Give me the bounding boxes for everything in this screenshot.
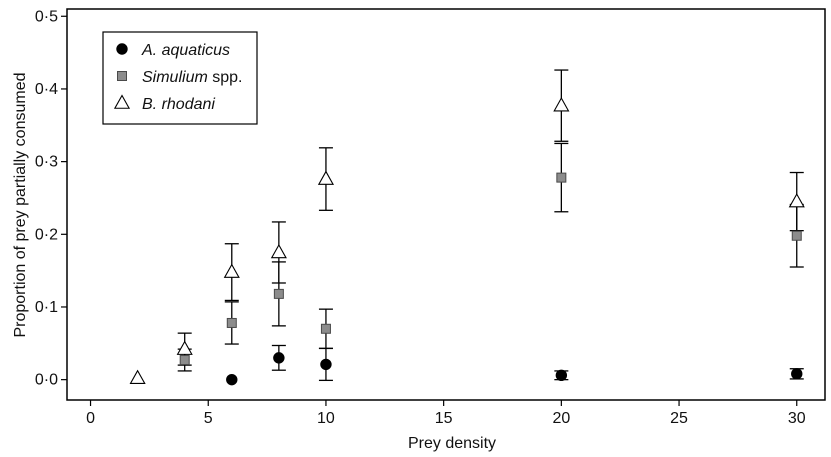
data-markers	[129, 97, 805, 386]
legend-marker-square	[117, 71, 127, 81]
point-square	[226, 317, 237, 328]
legend-label: Simulium spp.	[142, 69, 242, 86]
point-triangle	[270, 243, 287, 259]
legend-marker-circle	[116, 43, 128, 55]
legend-label: A. aquaticus	[141, 42, 230, 59]
point-square	[273, 288, 284, 299]
point-square	[320, 323, 331, 334]
x-axis-title: Prey density	[408, 435, 496, 452]
x-tick-label: 20	[552, 410, 570, 427]
point-circle	[226, 373, 238, 386]
y-axis-ticks: 0·0 0·1 0·2 0·3 0·4 0·5	[35, 8, 67, 389]
y-tick-label: 0·2	[35, 226, 58, 243]
x-tick-label: 10	[317, 410, 335, 427]
error-bars	[177, 69, 804, 382]
x-tick-label: 5	[204, 410, 213, 427]
legend: A. aquaticus Simulium spp. B. rhodani	[102, 31, 258, 125]
point-triangle	[176, 340, 193, 355]
y-tick-label: 0·0	[35, 372, 58, 389]
y-tick-label: 0·3	[35, 154, 58, 171]
y-axis-title: Proportion of prey partially consumed	[12, 72, 29, 337]
point-circle	[273, 352, 285, 364]
y-tick-label: 0·1	[35, 299, 58, 316]
point-circle	[791, 368, 803, 380]
x-axis-ticks: 0 5 10 15 20 25 30	[86, 400, 806, 427]
legend-label: B. rhodani	[142, 96, 215, 113]
point-triangle	[129, 369, 146, 384]
point-square	[179, 355, 190, 366]
point-circle	[555, 369, 568, 381]
point-circle	[320, 358, 332, 371]
point-triangle	[223, 263, 240, 278]
point-triangle	[788, 192, 805, 208]
x-tick-label: 0	[86, 410, 95, 427]
plot-frame	[66, 8, 826, 401]
point-square	[556, 172, 567, 183]
y-tick-label: 0·5	[35, 8, 58, 25]
x-tick-label: 15	[435, 410, 453, 427]
point-triangle	[317, 170, 335, 185]
y-tick-label: 0·4	[35, 81, 58, 98]
x-tick-label: 30	[788, 410, 806, 427]
legend-marker-triangle	[113, 94, 131, 109]
x-tick-label: 25	[670, 410, 688, 427]
point-square	[791, 230, 802, 241]
point-triangle	[553, 97, 570, 112]
